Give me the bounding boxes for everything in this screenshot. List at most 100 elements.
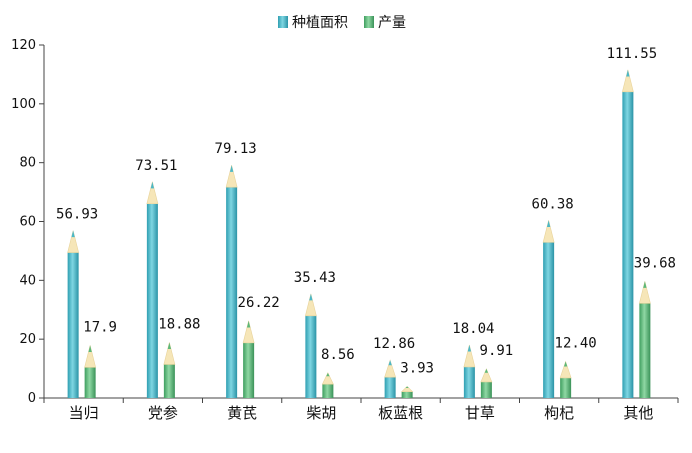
legend-swatch	[364, 16, 374, 28]
bar-body	[146, 203, 158, 398]
legend-label: 产量	[378, 15, 406, 31]
bar	[542, 220, 555, 398]
data-label: 9.91	[480, 343, 514, 359]
x-tick-label: 柴胡	[306, 404, 336, 422]
data-label: 26.22	[238, 295, 280, 311]
x-tick-label: 甘草	[465, 404, 495, 422]
y-tick-label: 60	[19, 215, 36, 230]
x-tick-label: 黄芪	[227, 404, 257, 422]
x-tick-label: 其他	[623, 404, 653, 422]
bar-tip	[638, 281, 651, 304]
x-axis: 当归 党参 黄芪 柴胡 板蓝根 甘草 枸杞 其他	[43, 397, 679, 422]
bar-body	[480, 381, 492, 398]
data-label: 60.38	[532, 196, 574, 212]
bar-tip	[384, 359, 397, 378]
bar	[304, 293, 317, 398]
bar-tip	[67, 230, 80, 253]
bar-lead	[467, 344, 472, 352]
y-tick-label: 100	[11, 97, 36, 112]
x-tick-label: 枸杞	[544, 404, 574, 422]
bar-body	[243, 342, 255, 398]
legend: 种植面积 产量	[278, 15, 406, 31]
x-tick-label: 当归	[69, 404, 99, 422]
bar-body	[67, 252, 79, 398]
bar	[400, 386, 414, 398]
bar-lead	[643, 281, 647, 288]
bar	[559, 360, 572, 398]
data-label: 56.93	[56, 207, 98, 223]
y-tick-label: 0	[28, 391, 36, 406]
data-label: 3.93	[400, 360, 434, 376]
bar-tip	[559, 360, 572, 379]
bar-lead	[484, 368, 489, 373]
bar-body	[543, 242, 555, 398]
bar	[463, 344, 476, 398]
bar	[146, 181, 159, 398]
bar	[242, 320, 255, 398]
bar-lead	[71, 230, 75, 238]
bar	[480, 368, 493, 398]
bar	[225, 165, 238, 398]
bar-tip	[163, 342, 176, 365]
bar	[384, 359, 397, 398]
y-tick-label: 80	[19, 156, 36, 171]
bar-tip	[621, 69, 634, 93]
bar-body	[384, 377, 396, 398]
bar-lead	[546, 220, 551, 227]
bar	[621, 69, 634, 398]
data-labels: 56.93 73.51 79.13 35.43 12.86 18.04 60.38 111.5…	[56, 46, 676, 377]
bar-body	[84, 367, 96, 398]
data-label: 12.40	[555, 336, 597, 352]
legend-item: 产量	[364, 15, 406, 31]
bars	[67, 69, 651, 398]
x-tick-label: 板蓝根	[378, 404, 423, 422]
legend-swatch	[278, 16, 288, 28]
bar-tip	[84, 345, 97, 368]
legend-label: 种植面积	[292, 15, 348, 31]
bar-tip	[321, 372, 334, 385]
bar-lead	[167, 342, 172, 350]
bar-body	[560, 377, 572, 398]
bar-lead	[246, 320, 251, 328]
data-label: 35.43	[294, 270, 336, 286]
bar-lead	[326, 372, 330, 377]
bar-lead	[626, 69, 630, 77]
bar	[67, 230, 80, 398]
bar-tip	[463, 344, 476, 368]
y-tick-label: 20	[19, 332, 36, 347]
bar-lead	[150, 181, 155, 189]
bar-lead	[388, 360, 392, 366]
bar-body	[639, 303, 651, 398]
data-label: 18.04	[452, 321, 494, 337]
bar-tip	[480, 368, 493, 383]
bar-tip	[146, 181, 159, 205]
bar	[84, 345, 97, 398]
data-label: 8.56	[321, 347, 355, 363]
bar-lead	[563, 361, 568, 367]
data-label: 79.13	[215, 141, 257, 157]
data-label: 18.88	[158, 316, 200, 332]
data-label: 12.86	[373, 336, 415, 352]
data-label: 39.68	[634, 255, 676, 271]
y-tick-label: 120	[11, 38, 36, 53]
bar-tip	[242, 320, 255, 344]
legend-item: 种植面积	[278, 15, 348, 31]
x-tick-label: 党参	[148, 404, 178, 422]
data-label: 73.51	[135, 158, 177, 174]
bar-tip	[304, 293, 317, 317]
data-label: 111.55	[607, 46, 658, 62]
bar-body	[163, 364, 175, 398]
y-tick-label: 40	[19, 273, 36, 288]
bar-lead	[405, 386, 409, 388]
bar-body	[305, 315, 317, 398]
bar-body	[463, 366, 475, 398]
bar-body	[226, 187, 238, 398]
data-label: 17.9	[83, 319, 117, 335]
bar	[321, 372, 334, 398]
bar	[638, 281, 651, 398]
bar	[163, 342, 176, 398]
bar-tip	[225, 165, 238, 188]
bar-body	[322, 384, 334, 398]
bar-body	[401, 391, 413, 398]
